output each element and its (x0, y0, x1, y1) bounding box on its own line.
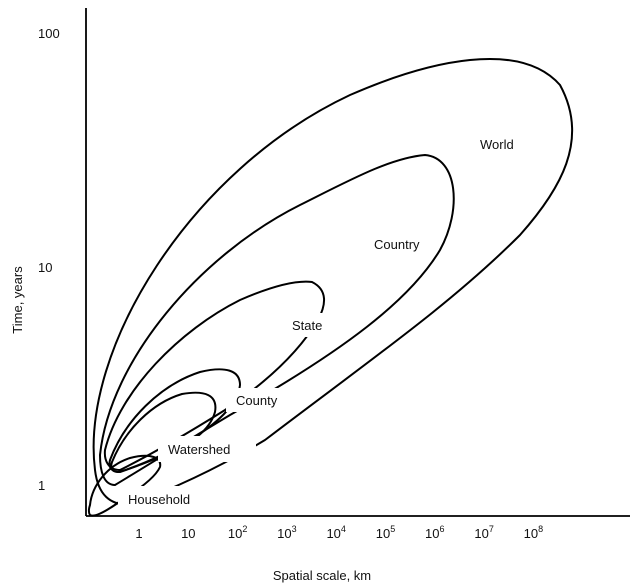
region-household (87, 454, 162, 517)
x-tick-label: 103 (277, 524, 296, 541)
region-label-world: World (480, 137, 514, 152)
region-label-state: State (292, 318, 322, 333)
x-tick-labels: 1 10 102 103 104 105 106 107 108 (135, 524, 543, 541)
x-tick-label: 104 (326, 524, 345, 541)
x-tick-label: 102 (228, 524, 247, 541)
x-tick-label: 105 (376, 524, 395, 541)
y-tick-label-1: 1 (38, 478, 45, 493)
region-label-household: Household (128, 492, 190, 507)
y-tick-label-100: 100 (38, 26, 60, 41)
x-axis-title: Spatial scale, km (273, 568, 371, 583)
region-country (98, 153, 455, 487)
region-world (92, 58, 574, 507)
region-label-county: County (236, 393, 278, 408)
x-tick-label: 106 (425, 524, 444, 541)
region-label-country: Country (374, 237, 420, 252)
region-watershed (110, 391, 217, 474)
x-tick-label: 107 (474, 524, 493, 541)
y-axis-title: Time, years (10, 266, 25, 334)
x-tick-label: 1 (135, 526, 142, 541)
x-tick-label: 10 (181, 526, 195, 541)
y-tick-label-10: 10 (38, 260, 52, 275)
x-tick-label: 108 (524, 524, 543, 541)
region-label-watershed: Watershed (168, 442, 230, 457)
